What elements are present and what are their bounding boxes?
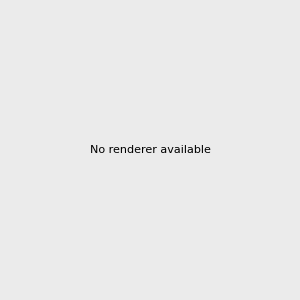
Text: No renderer available: No renderer available: [90, 145, 210, 155]
